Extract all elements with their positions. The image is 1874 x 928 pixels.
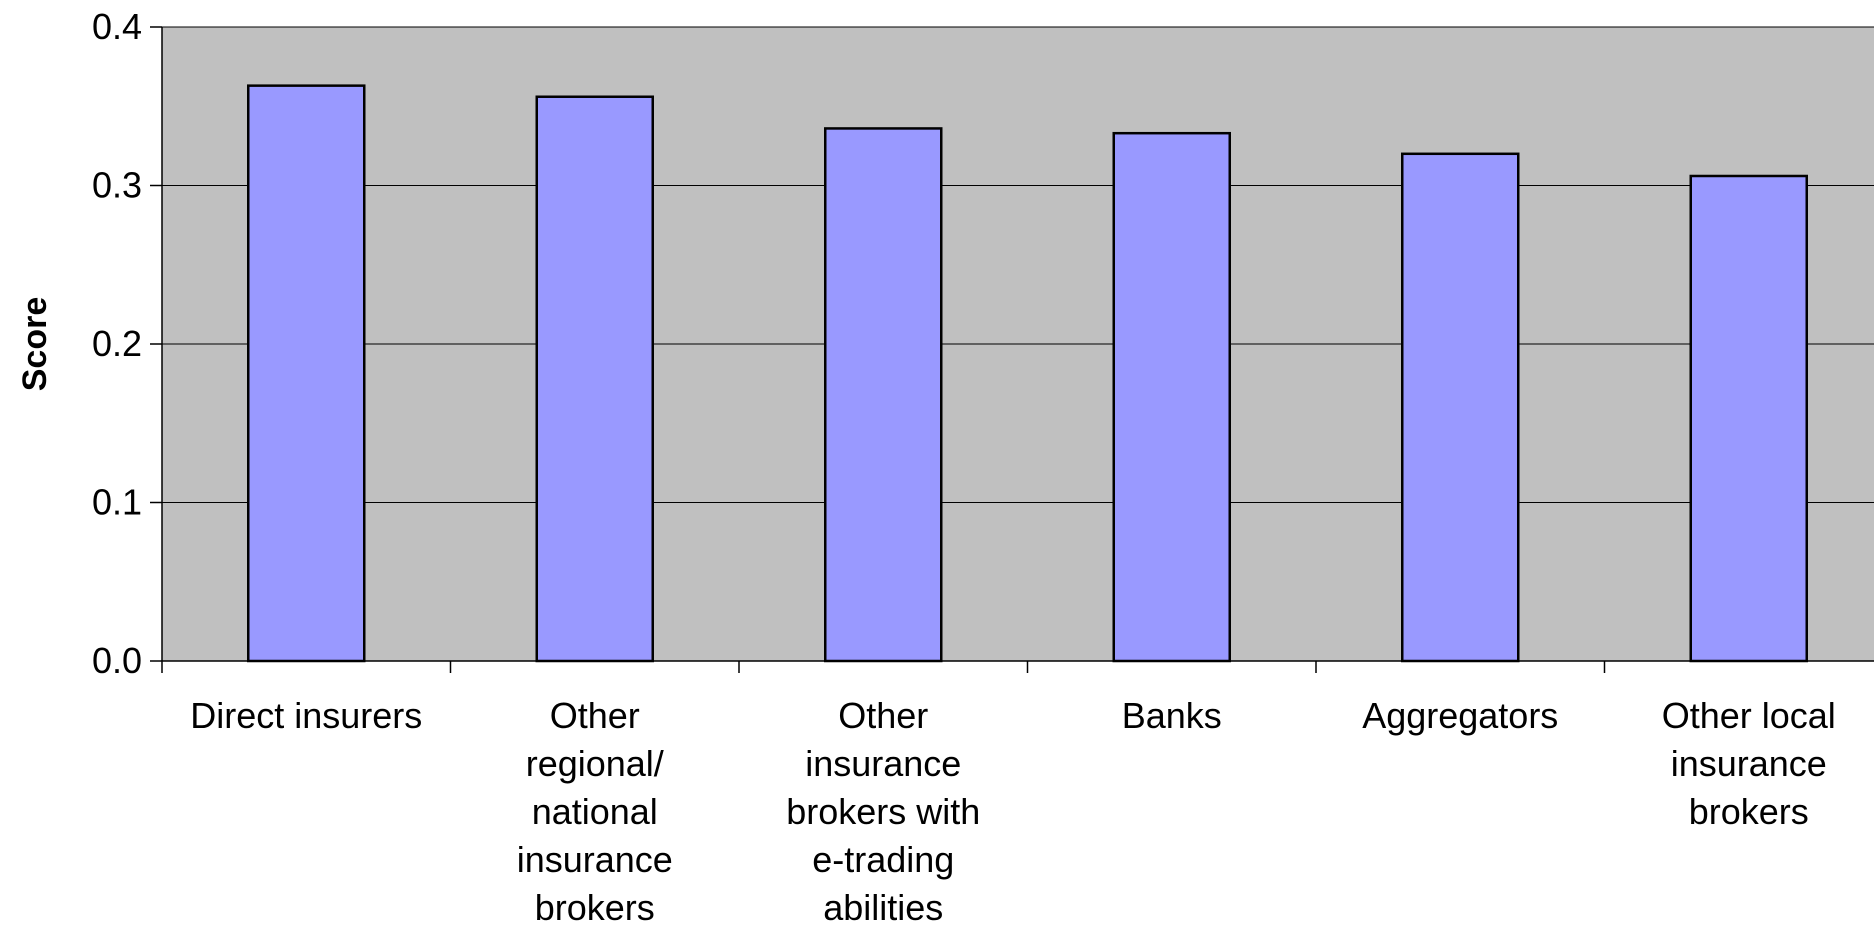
y-tick-label: 0.1 [92,482,142,523]
y-axis-title: Score [16,297,54,392]
x-tick-label-line: Other local [1662,695,1836,736]
x-tick-label: Other regional/national insurance brokers [517,695,673,928]
bar-5 [1401,152,1520,663]
x-tick-label-line: Other [838,695,928,736]
x-tick-label-line: Banks [1122,695,1222,736]
x-tick-label: Other insurance brokers with e-trading abili… [786,695,980,928]
y-tick-label: 0.2 [92,323,142,364]
x-tick-label-line: brokers [1689,791,1809,832]
x-tick-label: Aggregators [1362,695,1558,736]
bars [247,84,1808,663]
x-tick-label-line: insurance [805,743,961,784]
x-tick-label-line: insurance [1671,743,1827,784]
bar-3 [824,127,943,663]
y-tick-label: 0.3 [92,165,142,206]
x-tick-label-line: brokers [535,887,655,928]
x-tick-label-line: Other [550,695,640,736]
x-tick-label-line: Direct insurers [190,695,422,736]
bar-2 [535,95,654,663]
x-tick-label: Direct insurers [190,695,422,736]
y-tick-label: 0.0 [92,640,142,681]
gridlines [162,26,1874,503]
x-tick-label: Other local insurance brokers [1662,695,1836,832]
bar-1 [247,84,366,663]
bar-4 [1112,131,1231,663]
x-tick-label: Banks [1122,695,1222,736]
bar-6 [1689,174,1808,663]
x-tick-labels: Direct insurers Other regional/national ins… [190,695,1836,928]
axes [150,26,1874,673]
x-tick-label-line: national [532,791,658,832]
y-tick-labels: 0.0 0.1 0.2 0.3 0.4 [92,6,142,681]
x-tick-label-line: e-trading [812,839,954,880]
x-tick-label-line: Aggregators [1362,695,1558,736]
x-tick-label-line: insurance [517,839,673,880]
x-tick-label-line: brokers with [786,791,980,832]
x-tick-label-line: regional/ [526,743,664,784]
y-tick-label: 0.4 [92,6,142,47]
x-tick-label-line: abilities [823,887,943,928]
